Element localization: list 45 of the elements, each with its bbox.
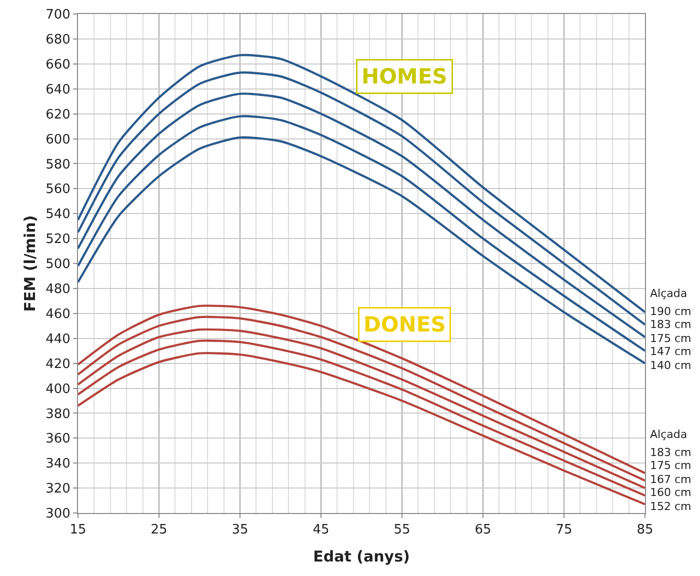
x-tick-label: 85 xyxy=(636,522,654,538)
series-label: 167 cm xyxy=(650,473,692,486)
y-tick-label: 380 xyxy=(46,406,70,422)
y-tick-label: 400 xyxy=(46,382,70,397)
y-tick-label: 460 xyxy=(46,306,70,322)
series-label: 183 cm xyxy=(650,446,692,459)
series-label: 147 cm xyxy=(650,345,692,358)
x-tick-label: 75 xyxy=(556,522,572,538)
y-axis-title: FEM (l/min) xyxy=(20,215,39,312)
series-label: 190 cm xyxy=(650,305,692,318)
x-tick-label: 15 xyxy=(70,522,86,538)
x-tick-label: 25 xyxy=(150,522,168,538)
y-tick-label: 660 xyxy=(46,57,70,72)
series-label: 140 cm xyxy=(650,359,692,372)
y-tick-label: 600 xyxy=(46,132,70,148)
y-tick-label: 300 xyxy=(46,506,70,522)
annotation: DONES xyxy=(364,312,446,336)
y-tick-label: 700 xyxy=(46,8,70,23)
y-tick-label: 580 xyxy=(46,157,70,172)
x-tick-label: 65 xyxy=(474,522,492,538)
x-tick-label: 45 xyxy=(312,522,330,538)
y-tick-label: 620 xyxy=(46,107,70,122)
x-axis-title: Edat (anys) xyxy=(313,548,410,566)
y-tick-label: 540 xyxy=(46,207,70,222)
annotation: HOMES xyxy=(362,64,448,88)
y-tick-label: 640 xyxy=(46,82,70,98)
y-tick-label: 440 xyxy=(46,332,70,347)
y-tick-label: 340 xyxy=(46,456,70,472)
y-tick-label: 420 xyxy=(46,356,70,372)
y-tick-label: 360 xyxy=(46,432,70,447)
y-tick-label: 480 xyxy=(46,282,70,297)
text: Alçada xyxy=(650,287,688,300)
y-tick-label: 560 xyxy=(46,182,70,198)
y-tick-label: 500 xyxy=(46,257,70,272)
y-tick-label: 520 xyxy=(46,232,70,248)
series-label: 175 cm xyxy=(650,332,692,345)
series-label: 152 cm xyxy=(650,500,692,513)
series-label: 183 cm xyxy=(650,318,692,331)
x-tick-label: 35 xyxy=(232,522,248,538)
y-tick-label: 680 xyxy=(46,32,70,48)
series-label: 160 cm xyxy=(650,486,692,499)
y-tick-label: 320 xyxy=(46,482,70,497)
x-tick-label: 55 xyxy=(394,522,410,538)
series-label: 175 cm xyxy=(650,459,692,472)
text: Alçada xyxy=(650,428,688,441)
